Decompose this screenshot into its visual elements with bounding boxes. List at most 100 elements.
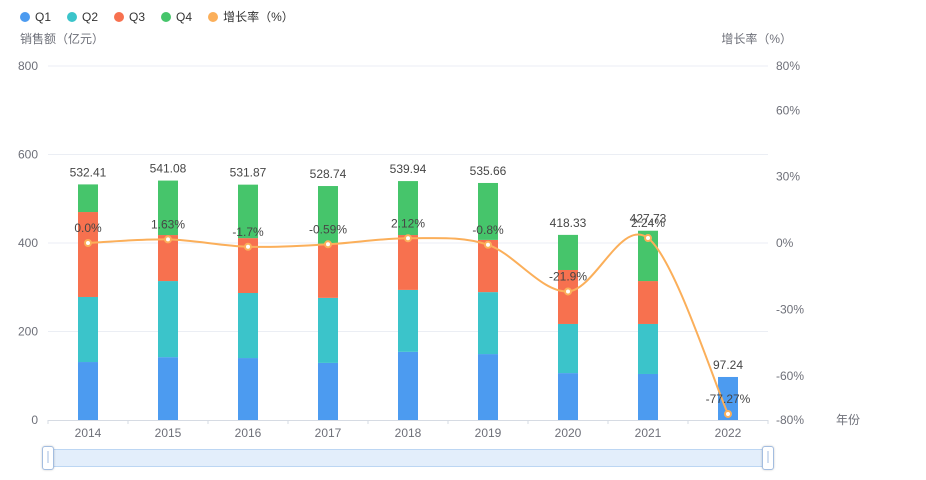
legend-item-growth-rate[interactable]: 增长率（%） (208, 8, 294, 25)
legend-marker-icon (20, 11, 30, 22)
bar-total-label: 539.94 (390, 162, 427, 176)
bar-total-label: 541.08 (150, 162, 187, 176)
legend-marker-icon (161, 11, 172, 22)
x-axis-category-label[interactable]: 2015 (155, 426, 182, 440)
bar-segment-q1-2015[interactable] (158, 357, 178, 420)
x-axis-category-label[interactable]: 2021 (635, 426, 662, 440)
line-point-2019[interactable] (484, 240, 492, 249)
growth-rate-label: -1.7% (232, 225, 264, 239)
bar-segment-q4-2016[interactable] (238, 184, 258, 239)
growth-rate-label: 0.0% (74, 221, 102, 235)
bar-segment-q1-2021[interactable] (638, 373, 658, 420)
x-axis-category-label[interactable]: 2014 (75, 426, 102, 440)
right-axis-tick-label: -80% (776, 413, 804, 427)
legend-item-q3[interactable]: Q3 (114, 10, 145, 24)
bar-segment-q2-2014[interactable] (78, 296, 98, 363)
bar-total-label: 528.74 (310, 167, 347, 181)
growth-rate-label: 2.24% (631, 216, 665, 230)
bar-segment-q1-2019[interactable] (478, 354, 498, 420)
right-axis-tick-label: 30% (776, 170, 800, 184)
bar-segment-q4-2019[interactable] (478, 182, 498, 240)
bar-segment-q2-2016[interactable] (238, 293, 258, 359)
bar-segment-q2-2015[interactable] (158, 281, 178, 358)
left-axis-tick-label: 800 (18, 59, 38, 73)
line-point-2022[interactable] (724, 409, 732, 418)
line-point-2016[interactable] (244, 242, 252, 251)
growth-rate-label: 1.63% (151, 217, 185, 231)
bar-segment-q4-2018[interactable] (398, 181, 418, 236)
line-point-2020[interactable] (564, 287, 572, 296)
line-point-2017[interactable] (324, 240, 332, 249)
legend-label: Q2 (82, 9, 99, 24)
bar-total-label: 532.41 (70, 165, 107, 179)
x-axis-category-label[interactable]: 2017 (315, 426, 342, 440)
x-axis-category-label[interactable]: 2020 (555, 426, 582, 440)
legend-marker-icon (67, 11, 78, 22)
growth-rate-label: -0.59% (309, 222, 347, 236)
bar-segment-q3-2017[interactable] (318, 243, 338, 298)
bar-segment-q3-2018[interactable] (398, 235, 418, 290)
bar-segment-q1-2017[interactable] (318, 362, 338, 420)
legend-label: Q1 (35, 9, 52, 24)
legend: Q1 Q2 Q3 Q4 增长率（%） (20, 8, 294, 25)
bar-segment-q3-2014[interactable] (78, 212, 98, 297)
left-axis-tick-label: 400 (18, 236, 38, 250)
line-point-2015[interactable] (164, 235, 172, 244)
legend-item-q1[interactable]: Q1 (20, 10, 51, 24)
bar-total-label: 535.66 (470, 164, 507, 178)
legend-item-q2[interactable]: Q2 (67, 10, 98, 24)
x-axis-category-label[interactable]: 2018 (395, 426, 422, 440)
bar-segment-q3-2015[interactable] (158, 235, 178, 282)
line-point-2021[interactable] (644, 234, 652, 243)
bar-segment-q4-2015[interactable] (158, 180, 178, 236)
datazoom-slider[interactable] (42, 446, 774, 470)
legend-label: 增长率（%） (223, 10, 294, 24)
datazoom-right-handle[interactable] (762, 446, 774, 470)
bar-segment-q2-2017[interactable] (318, 297, 338, 363)
datazoom-left-handle[interactable] (42, 446, 54, 470)
line-point-2018[interactable] (404, 234, 412, 243)
right-axis-title: 增长率（%） (721, 32, 792, 46)
bar-segment-q1-2016[interactable] (238, 358, 258, 420)
legend-label: Q4 (176, 9, 193, 24)
bar-segment-q2-2021[interactable] (638, 323, 658, 374)
left-axis-title: 销售额（亿元） (20, 32, 105, 46)
bar-segment-q1-2020[interactable] (558, 373, 578, 420)
bar-segment-q3-2021[interactable] (638, 281, 658, 324)
legend-item-q4[interactable]: Q4 (161, 10, 192, 24)
bar-segment-q3-2020[interactable] (558, 269, 578, 324)
bar-segment-q4-2017[interactable] (318, 186, 338, 244)
growth-rate-label: -77.27% (706, 392, 751, 406)
bar-segment-q3-2016[interactable] (238, 238, 258, 294)
bar-total-label: 418.33 (550, 216, 587, 230)
x-axis-category-label[interactable]: 2022 (715, 426, 742, 440)
bar-segment-q1-2022[interactable] (718, 376, 738, 420)
bar-segment-q4-2014[interactable] (78, 184, 98, 213)
left-axis-tick-label: 200 (18, 325, 38, 339)
legend-marker-icon (208, 11, 219, 22)
legend-marker-icon (114, 11, 125, 22)
right-axis-tick-label: 0% (776, 236, 794, 250)
growth-rate-label: 2.12% (391, 216, 425, 230)
x-axis-title: 年份 (836, 413, 861, 427)
bar-segment-q2-2019[interactable] (478, 292, 498, 355)
bar-total-label: 97.24 (713, 358, 743, 372)
bar-segment-q4-2020[interactable] (558, 234, 578, 270)
right-axis-tick-label: 80% (776, 59, 800, 73)
bar-segment-q1-2018[interactable] (398, 351, 418, 420)
bar-total-label: 531.87 (230, 166, 267, 180)
legend-label: Q3 (129, 9, 146, 24)
bar-segment-q2-2018[interactable] (398, 289, 418, 352)
bar-segment-q3-2019[interactable] (478, 239, 498, 293)
left-axis-tick-label: 0 (31, 413, 38, 427)
bar-segment-q2-2020[interactable] (558, 323, 578, 374)
left-axis-tick-label: 600 (18, 148, 38, 162)
growth-rate-label: -0.8% (472, 223, 504, 237)
x-axis-category-label[interactable]: 2019 (475, 426, 502, 440)
bar-segment-q1-2014[interactable] (78, 362, 98, 420)
x-axis-category-label[interactable]: 2016 (235, 426, 262, 440)
line-point-2014[interactable] (84, 239, 92, 247)
right-axis-tick-label: 60% (776, 103, 800, 117)
